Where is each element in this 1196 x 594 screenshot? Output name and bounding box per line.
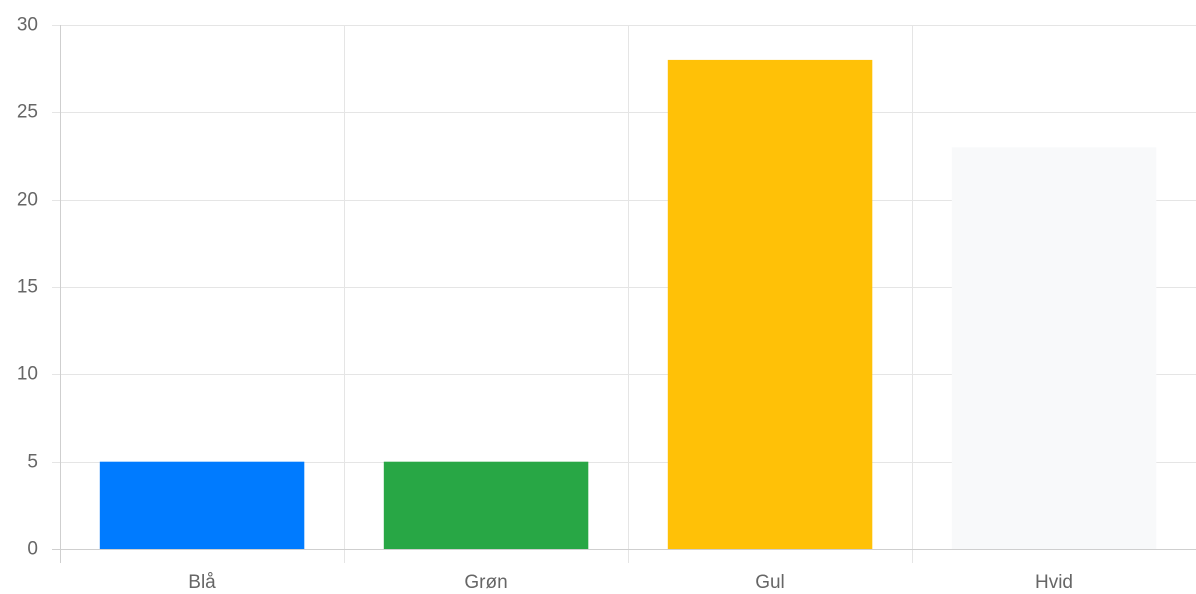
y-tick-label: 10 (17, 364, 38, 385)
y-tick-label: 0 (27, 539, 38, 560)
bar-0[interactable] (99, 461, 305, 549)
y-tick-label: 15 (17, 277, 38, 298)
y-tick-label: 20 (17, 190, 38, 211)
y-tick-label: 30 (17, 15, 38, 36)
bar-1[interactable] (383, 461, 589, 549)
bar-3[interactable] (951, 147, 1157, 550)
x-tick-label: Hvid (1035, 572, 1073, 593)
x-tick-label: Blå (188, 572, 216, 593)
bar-2[interactable] (667, 59, 873, 550)
y-tick-label: 5 (27, 452, 38, 473)
axes (52, 25, 1196, 563)
y-tick-label: 25 (17, 102, 38, 123)
y-axis-ticks: 0 5 10 15 20 25 30 (17, 15, 38, 560)
x-axis-ticks: Blå Grøn Gul Hvid (188, 572, 1073, 593)
x-tick-label: Grøn (464, 572, 507, 593)
x-tick-label: Gul (755, 572, 785, 593)
bars (99, 59, 1157, 550)
grid-lines (52, 25, 1196, 563)
